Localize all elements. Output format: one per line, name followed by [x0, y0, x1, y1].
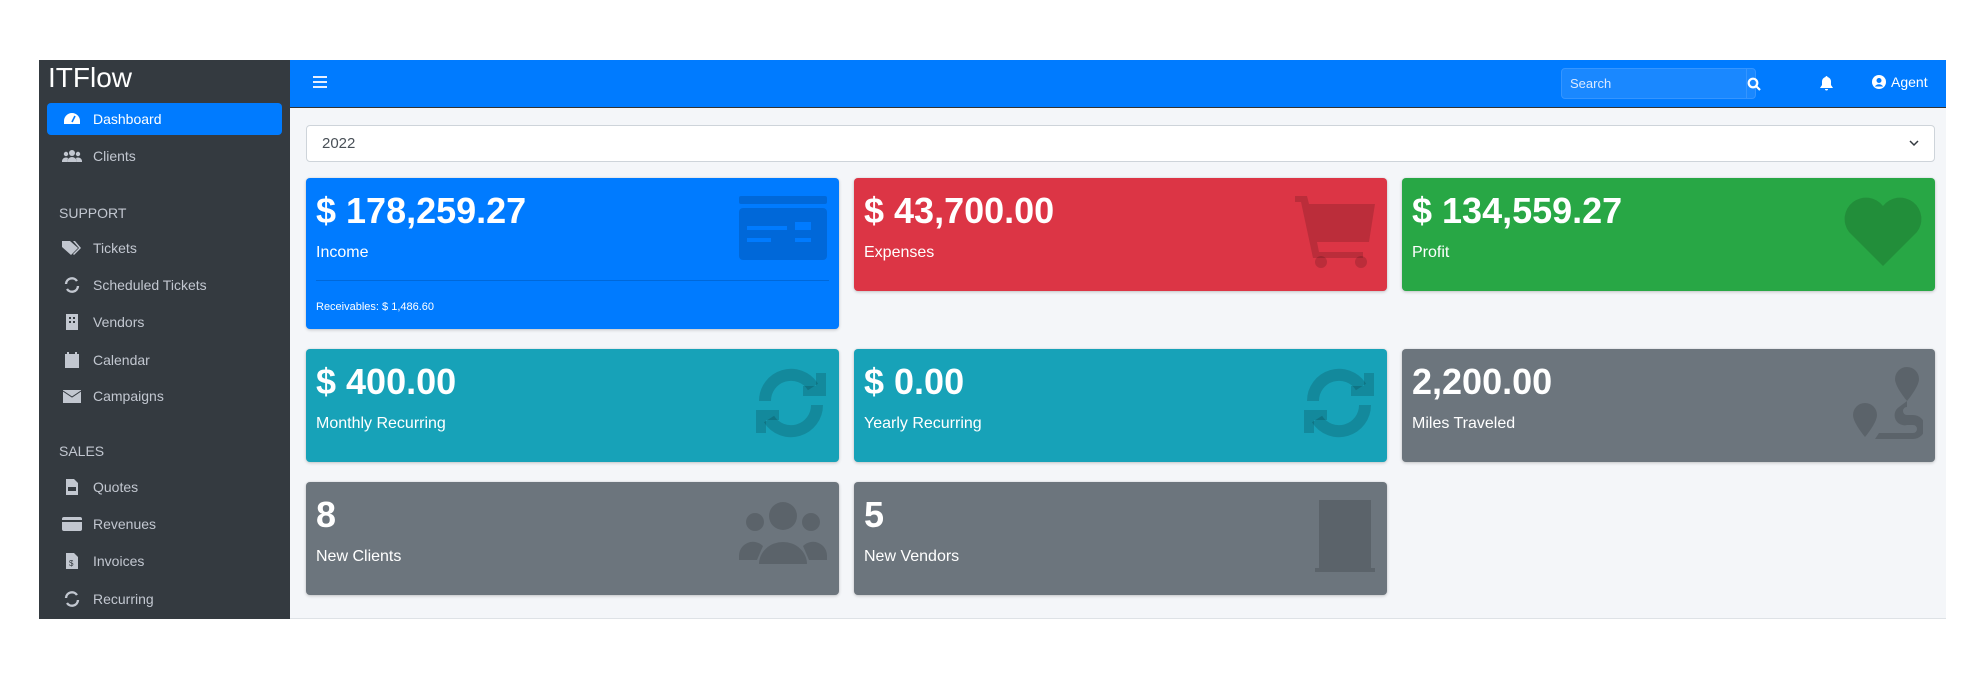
sidebar-item-vendors[interactable]: Vendors [47, 306, 282, 338]
sidebar-item-label: Invoices [93, 553, 145, 569]
new-clients-card[interactable]: 8 New Clients [306, 482, 839, 595]
card-value: 8 [316, 494, 337, 535]
sidebar-item-scheduled-tickets[interactable]: Scheduled Tickets [47, 269, 282, 301]
menu-toggle-icon[interactable] [313, 75, 327, 93]
building-icon [61, 314, 83, 330]
profit-card[interactable]: $ 134,559.27 Profit [1402, 178, 1935, 291]
user-circle-icon [1872, 75, 1886, 89]
sync-icon [755, 367, 827, 444]
sidebar-item-label: Vendors [93, 314, 145, 330]
sidebar-item-label: Recurring [93, 591, 154, 607]
sidebar-item-campaigns[interactable]: Campaigns [47, 380, 282, 412]
sidebar-item-label: Campaigns [93, 388, 164, 404]
support-header: SUPPORT [59, 205, 127, 221]
notifications-bell-icon[interactable] [1820, 76, 1833, 96]
expenses-card[interactable]: $ 43,700.00 Expenses [854, 178, 1387, 291]
card-value: $ 0.00 [864, 361, 965, 402]
route-icon [1851, 367, 1925, 444]
card-value: $ 134,559.27 [1412, 190, 1623, 231]
search-button[interactable] [1746, 69, 1761, 98]
sidebar: ITFlow Dashboard Clients SUPPORT Tickets… [39, 60, 290, 619]
sidebar-item-calendar[interactable]: Calendar [47, 344, 282, 376]
monthly-recurring-card[interactable]: $ 400.00 Monthly Recurring [306, 349, 839, 462]
card-value: $ 400.00 [316, 361, 457, 402]
envelope-icon [61, 389, 83, 403]
sync-icon [1303, 367, 1375, 444]
sidebar-item-label: Tickets [93, 240, 137, 256]
chevron-down-icon [1909, 140, 1919, 147]
tags-icon [61, 240, 83, 256]
user-name: Agent [1891, 74, 1928, 90]
search-input[interactable] [1562, 69, 1746, 98]
year-select[interactable]: 2022 [306, 125, 1935, 162]
sidebar-item-label: Dashboard [93, 111, 162, 127]
miles-traveled-card[interactable]: 2,200.00 Miles Traveled [1402, 349, 1935, 462]
card-value: 2,200.00 [1412, 361, 1553, 402]
sidebar-item-revenues[interactable]: Revenues [47, 508, 282, 540]
sync-icon [61, 591, 83, 607]
tachometer-icon [61, 112, 83, 126]
card-label: New Vendors [864, 548, 960, 565]
card-label: Profit [1412, 244, 1450, 261]
sales-header: SALES [59, 443, 105, 459]
sidebar-item-dashboard[interactable]: Dashboard [47, 103, 282, 135]
heart-icon [1843, 196, 1923, 271]
top-navbar: Agent [290, 60, 1946, 108]
main-content: 2022 $ 178,259.27 Income Receivables: $ … [290, 108, 1946, 619]
card-value: 5 [864, 494, 885, 535]
card-label: Income [316, 244, 369, 261]
svg-text:$: $ [69, 559, 74, 568]
credit-card-icon [61, 517, 83, 531]
user-menu[interactable]: Agent [1872, 74, 1928, 90]
receivables-footer: Receivables: $ 1,486.60 [316, 280, 829, 313]
yearly-recurring-card[interactable]: $ 0.00 Yearly Recurring [854, 349, 1387, 462]
search-form [1561, 68, 1761, 99]
new-vendors-card[interactable]: 5 New Vendors [854, 482, 1387, 595]
card-label: Expenses [864, 244, 935, 261]
card-label: Yearly Recurring [864, 415, 982, 432]
card-value: $ 178,259.27 [316, 190, 527, 231]
sidebar-item-clients[interactable]: Clients [47, 140, 282, 172]
users-icon [738, 500, 828, 569]
sidebar-item-label: Quotes [93, 479, 139, 495]
income-card[interactable]: $ 178,259.27 Income Receivables: $ 1,486… [306, 178, 839, 329]
shopping-cart-icon [1295, 196, 1375, 273]
sidebar-item-quotes[interactable]: Quotes [47, 471, 282, 503]
sidebar-item-label: Revenues [93, 516, 157, 532]
credit-card-icon [739, 196, 827, 265]
file-icon [61, 479, 83, 495]
sidebar-item-label: Calendar [93, 352, 150, 368]
users-icon [61, 149, 83, 163]
card-label: Monthly Recurring [316, 415, 446, 432]
file-invoice-dollar-icon: $ [61, 553, 83, 569]
search-icon [1747, 77, 1761, 91]
sync-icon [61, 277, 83, 293]
brand-logo[interactable]: ITFlow [48, 62, 132, 93]
sidebar-item-tickets[interactable]: Tickets [47, 232, 282, 264]
sidebar-item-invoices[interactable]: $ Invoices [47, 545, 282, 577]
sidebar-item-label: Scheduled Tickets [93, 277, 207, 293]
sidebar-item-label: Clients [93, 148, 136, 164]
card-label: New Clients [316, 548, 402, 565]
card-value: $ 43,700.00 [864, 190, 1055, 231]
building-icon [1315, 500, 1375, 577]
calendar-icon [61, 352, 83, 368]
sidebar-item-recurring[interactable]: Recurring [47, 583, 282, 615]
year-value: 2022 [322, 135, 356, 152]
card-label: Miles Traveled [1412, 415, 1516, 432]
